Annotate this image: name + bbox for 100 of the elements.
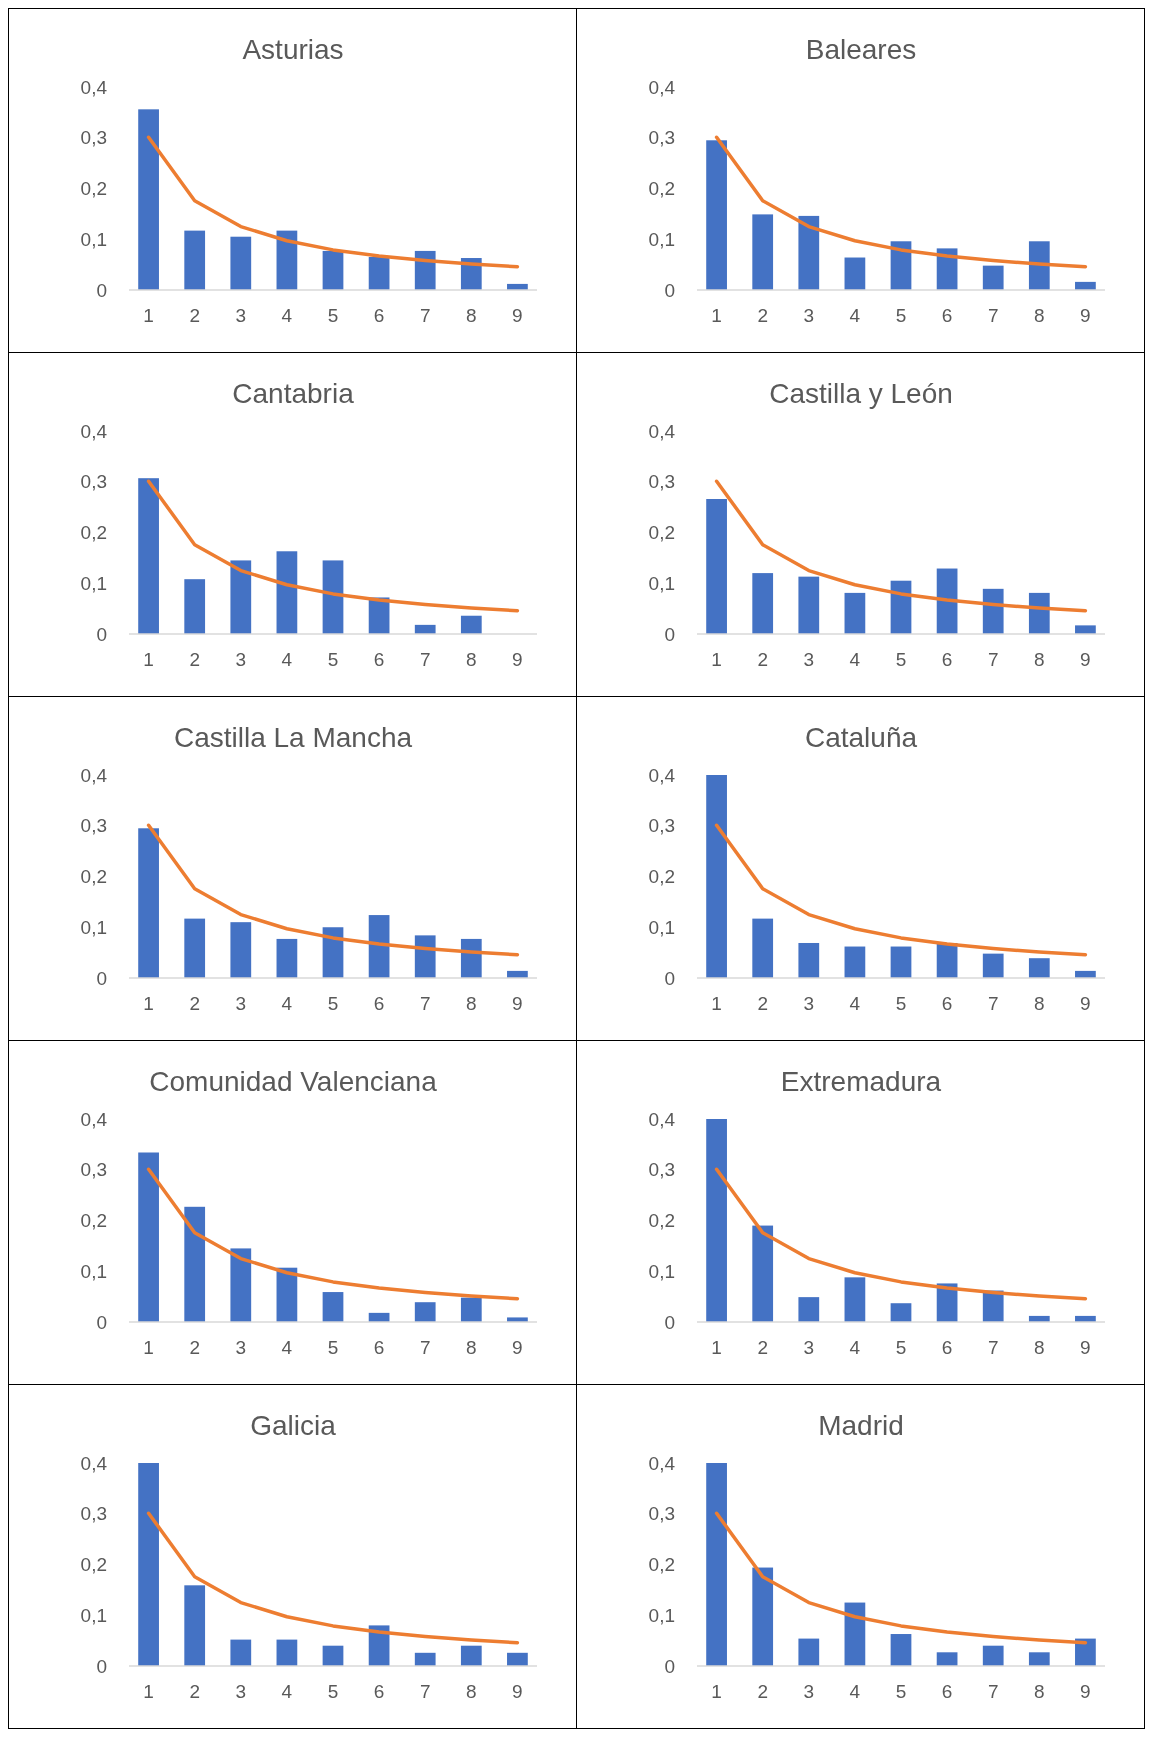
y-tick-label: 0,2 [80,1210,107,1232]
bar [752,1567,774,1666]
x-tick-label: 7 [987,305,999,326]
bar [890,946,912,978]
x-tick-label: 5 [895,305,907,326]
x-tick-label: 5 [895,993,907,1014]
bar [184,1206,206,1322]
bar [460,615,482,634]
x-tick-label: 6 [373,993,385,1014]
y-tick-label: 0,3 [648,127,675,149]
x-tick-label: 8 [1034,993,1045,1014]
bar [752,214,774,290]
y-tick-label: 0 [664,623,675,645]
bar [844,1277,866,1322]
x-tick-label: 1 [711,649,722,670]
bar [1028,1652,1050,1666]
x-tick-label: 9 [512,305,523,326]
bar [890,1634,912,1666]
x-tick-label: 6 [941,649,953,670]
x-tick-label: 3 [803,305,815,326]
x-tick-label: 6 [941,1337,953,1358]
bar [706,499,727,634]
y-tick-label: 0,2 [648,522,675,544]
y-tick-label: 0,4 [648,764,676,786]
bar [1028,241,1050,290]
x-tick-label: 1 [711,1681,722,1702]
x-tick-label: 3 [803,1337,815,1358]
bar [138,109,159,290]
x-tick-label: 3 [235,1337,247,1358]
line-series [714,1511,1088,1645]
x-tick-label: 8 [1034,1681,1045,1702]
y-tick-label: 0 [96,1311,107,1333]
x-tick-label: 3 [803,993,815,1014]
bar [706,1463,727,1666]
bar [798,942,820,978]
y-tick-label: 0,4 [648,1452,676,1474]
x-tick-label: 6 [373,1681,385,1702]
bar [138,828,159,978]
y-tick-label: 0,4 [80,1452,108,1474]
y-tick-label: 0,1 [648,228,675,250]
bar [230,1248,252,1322]
chart-title: Comunidad Valenciana [149,1066,438,1097]
x-tick-label: 2 [757,305,768,326]
x-tick-label: 9 [512,993,523,1014]
bar [460,938,482,978]
bar [982,265,1004,290]
bar [184,918,206,978]
y-tick-label: 0,4 [80,76,108,98]
line-series [714,135,1088,269]
bar [322,1292,344,1322]
x-tick-label: 1 [143,993,154,1014]
chart-title: Castilla La Mancha [173,722,413,753]
y-tick-label: 0,3 [648,1159,675,1181]
bar [138,1463,159,1666]
x-tick-label: 1 [711,1337,722,1358]
y-tick-label: 0,2 [80,866,107,888]
y-tick-label: 0,2 [80,1554,107,1576]
bar [752,918,774,978]
x-tick-label: 9 [512,1337,523,1358]
x-tick-label: 7 [987,993,999,1014]
chart-title: Baleares [805,34,917,65]
x-tick-label: 2 [189,305,200,326]
x-tick-label: 9 [1080,1337,1091,1358]
y-tick-label: 0,1 [80,572,107,594]
bar [706,775,727,978]
y-tick-label: 0,1 [648,572,675,594]
bar [460,1297,482,1322]
y-tick-label: 0,1 [80,1260,107,1282]
y-tick-label: 0,1 [80,1604,107,1626]
y-tick-label: 0,4 [80,764,108,786]
bar [798,215,820,290]
x-tick-label: 4 [849,305,861,326]
bar [276,938,298,978]
bar [184,230,206,290]
x-tick-label: 4 [281,1337,293,1358]
x-tick-label: 6 [941,305,953,326]
bar [138,1152,159,1322]
x-tick-label: 4 [281,305,293,326]
bar [368,257,390,290]
y-tick-label: 0,3 [80,815,107,837]
bar [1028,958,1050,978]
x-tick-label: 8 [466,1337,477,1358]
bar [276,1639,298,1666]
x-tick-label: 3 [235,649,247,670]
chart-title: Castilla y León [769,378,953,409]
bar [507,1652,528,1666]
line-series [146,823,520,957]
chart-title: Galicia [250,1410,337,1441]
bar [844,946,866,978]
y-tick-label: 0,2 [648,178,675,200]
x-tick-label: 8 [466,649,477,670]
y-tick-label: 0,2 [648,866,675,888]
x-tick-label: 5 [327,1337,339,1358]
chart-title: Madrid [818,1410,904,1441]
x-tick-label: 2 [189,993,200,1014]
line-series [714,479,1088,613]
x-tick-label: 5 [327,1681,339,1702]
line-series [146,479,520,613]
x-tick-label: 7 [419,649,431,670]
x-tick-label: 3 [235,1681,247,1702]
